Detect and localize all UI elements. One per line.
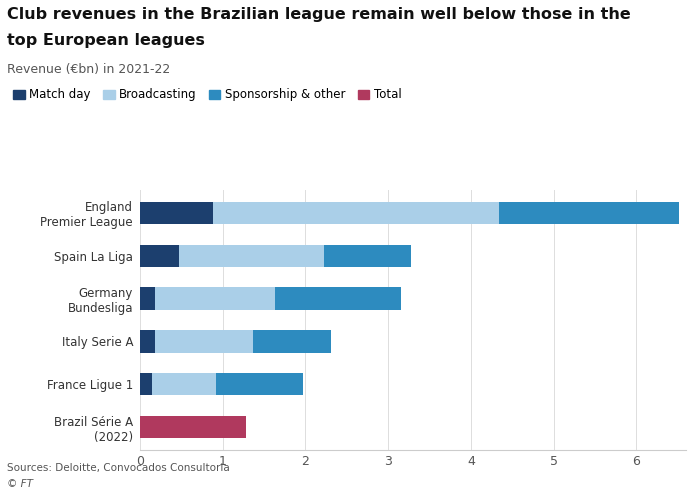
Text: top European leagues: top European leagues xyxy=(7,32,205,48)
Text: © FT: © FT xyxy=(7,479,33,489)
Text: Sources: Deloitte, Convocados Consultoria: Sources: Deloitte, Convocados Consultori… xyxy=(7,462,230,472)
Bar xyxy=(153,373,216,396)
Legend: Match day, Broadcasting, Sponsorship & other, Total: Match day, Broadcasting, Sponsorship & o… xyxy=(13,88,402,102)
Bar xyxy=(213,202,499,224)
Bar xyxy=(155,288,275,310)
Bar xyxy=(140,244,179,267)
Bar xyxy=(140,330,155,352)
Text: Revenue (€bn) in 2021-22: Revenue (€bn) in 2021-22 xyxy=(7,62,170,76)
Bar xyxy=(140,202,213,224)
Bar xyxy=(253,330,331,352)
Bar xyxy=(140,288,155,310)
Bar xyxy=(323,244,410,267)
Bar xyxy=(140,416,246,438)
Bar xyxy=(499,202,680,224)
Bar xyxy=(179,244,323,267)
Bar xyxy=(216,373,303,396)
Text: Club revenues in the Brazilian league remain well below those in the: Club revenues in the Brazilian league re… xyxy=(7,8,631,22)
Bar xyxy=(155,330,253,352)
Bar xyxy=(275,288,400,310)
Bar xyxy=(140,373,153,396)
